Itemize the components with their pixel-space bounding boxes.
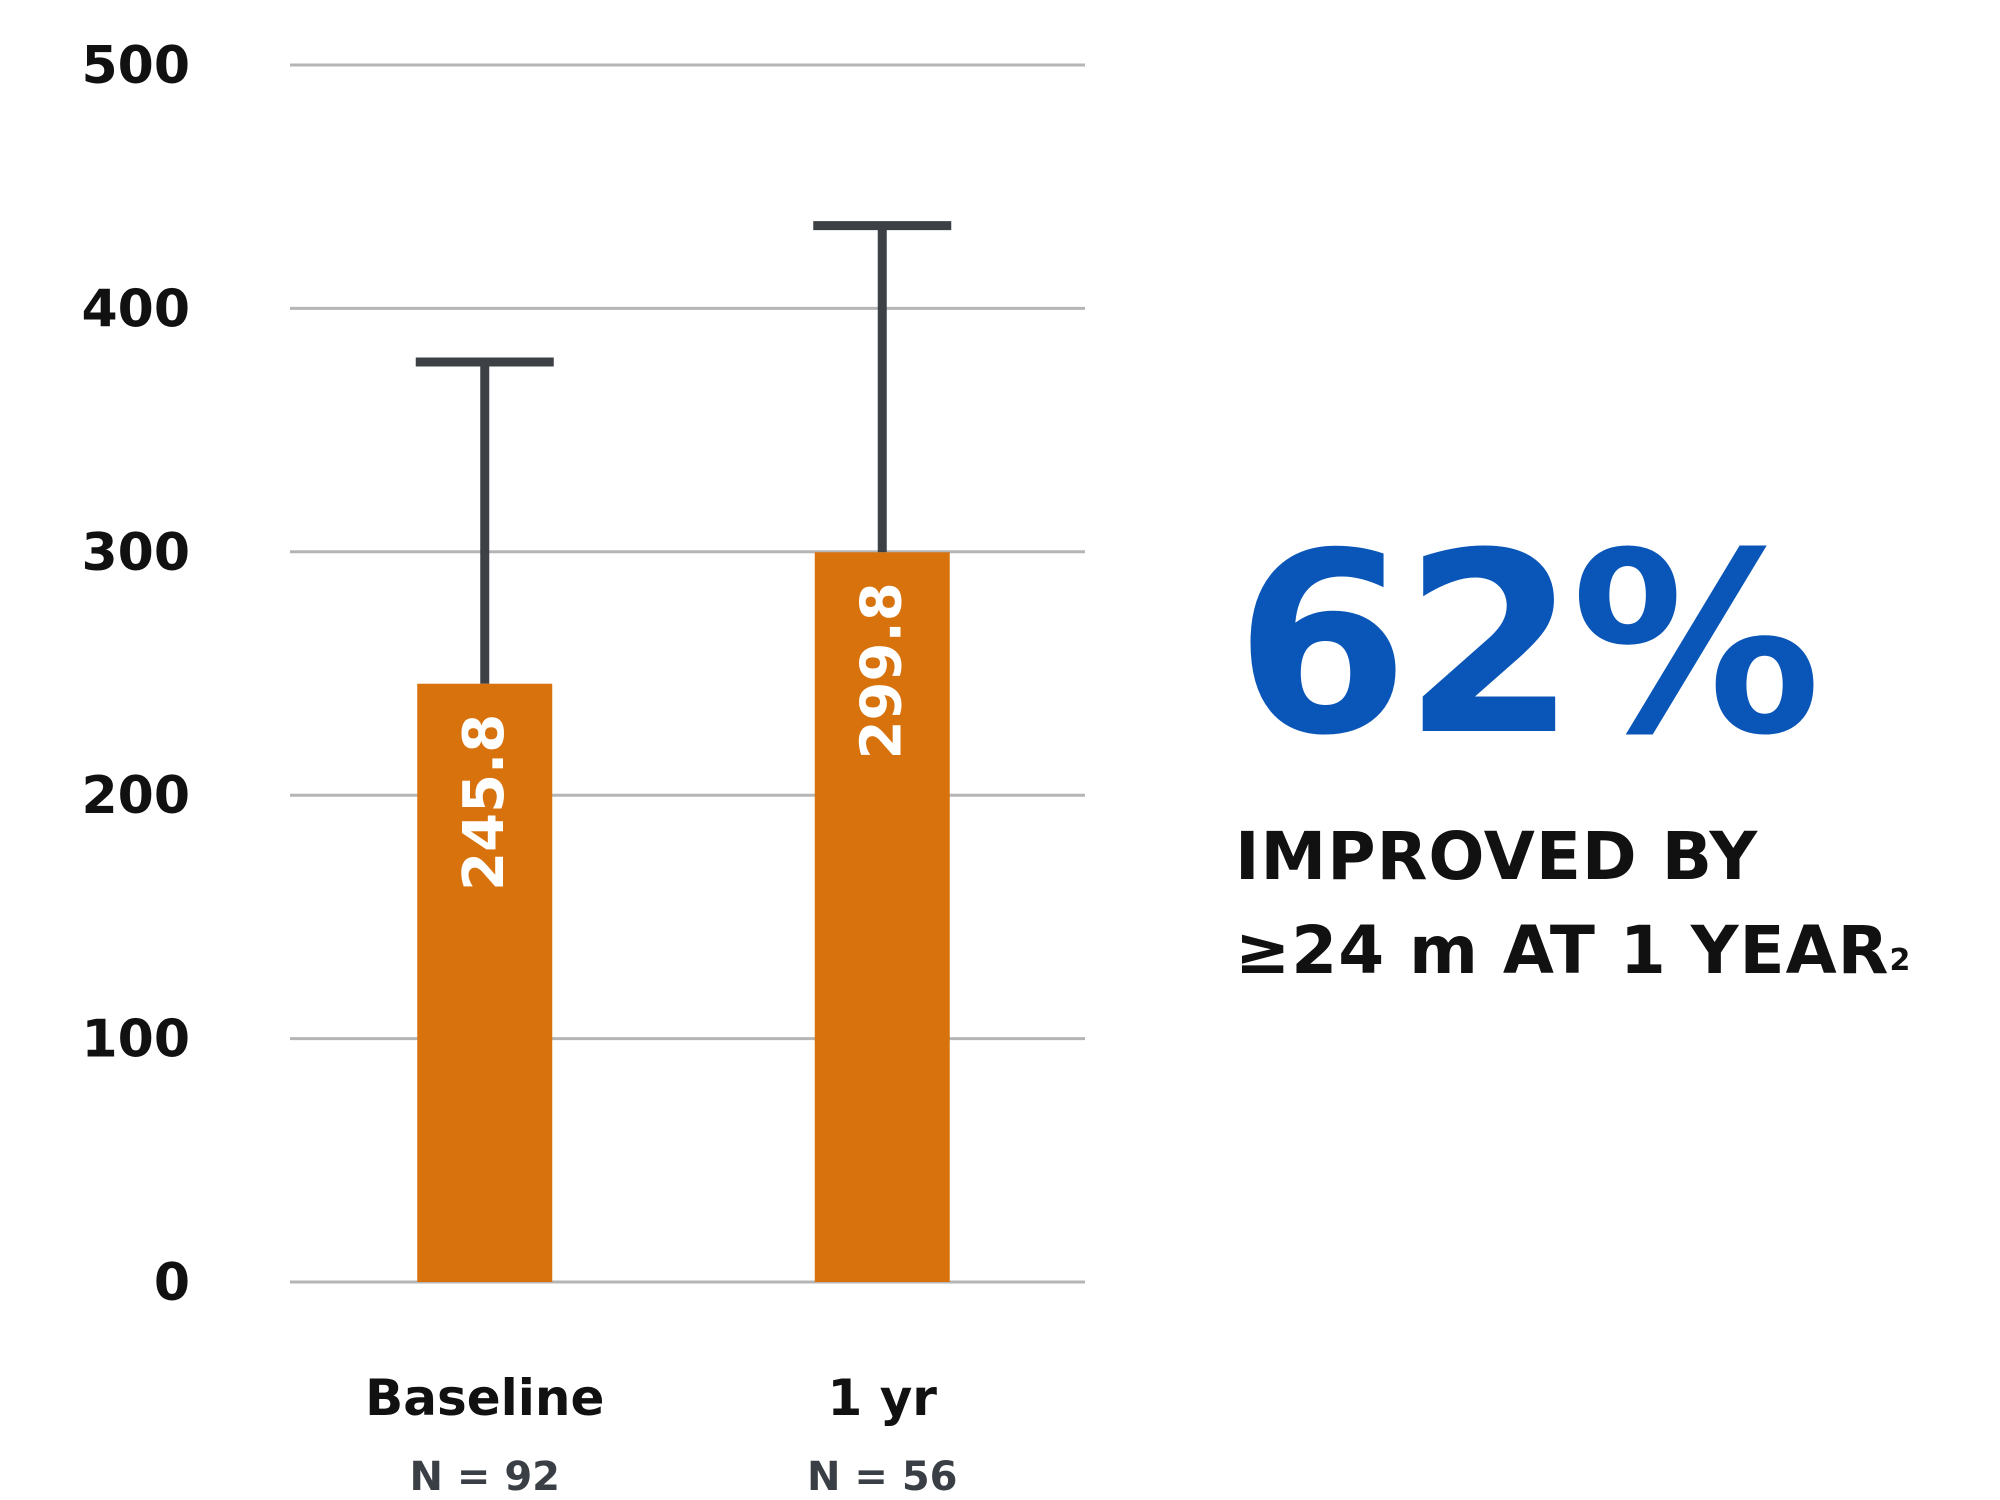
x-category-label: 1 yr (828, 1369, 938, 1427)
y-tick-label: 500 (81, 36, 190, 96)
x-axis-labels: Baseline N = 92 1 yr N = 56 (365, 1369, 957, 1500)
y-tick-label: 200 (81, 766, 190, 826)
y-axis-ticks: 0 100 200 300 400 500 (81, 36, 190, 1313)
bars: 245.8 299.8 (415, 221, 952, 1282)
bar-value-label: 299.8 (850, 582, 915, 759)
y-tick-label: 300 (81, 523, 190, 583)
improvement-percent: 62% (1235, 499, 1821, 790)
y-tick-label: 0 (154, 1253, 190, 1313)
footnote-marker: 2 (1889, 943, 1912, 978)
bar (814, 552, 950, 1282)
improvement-caption: IMPROVED BY ≥24 m AT 1 YEAR2 (1235, 810, 1975, 998)
stat-callout: 62% IMPROVED BY ≥24 m AT 1 YEAR2 (1235, 520, 1975, 998)
bar (417, 683, 553, 1282)
bar-value-label: 245.8 (452, 714, 517, 891)
y-tick-label: 400 (81, 279, 190, 339)
caption-line-2: ≥24 m AT 1 YEAR (1235, 912, 1890, 989)
sample-size-label: N = 56 (807, 1454, 958, 1500)
sample-size-label: N = 92 (409, 1454, 560, 1500)
caption-line-1: IMPROVED BY (1235, 818, 1759, 895)
gridlines (290, 63, 1085, 1284)
x-category-label: Baseline (365, 1369, 604, 1427)
y-tick-label: 100 (81, 1010, 190, 1070)
